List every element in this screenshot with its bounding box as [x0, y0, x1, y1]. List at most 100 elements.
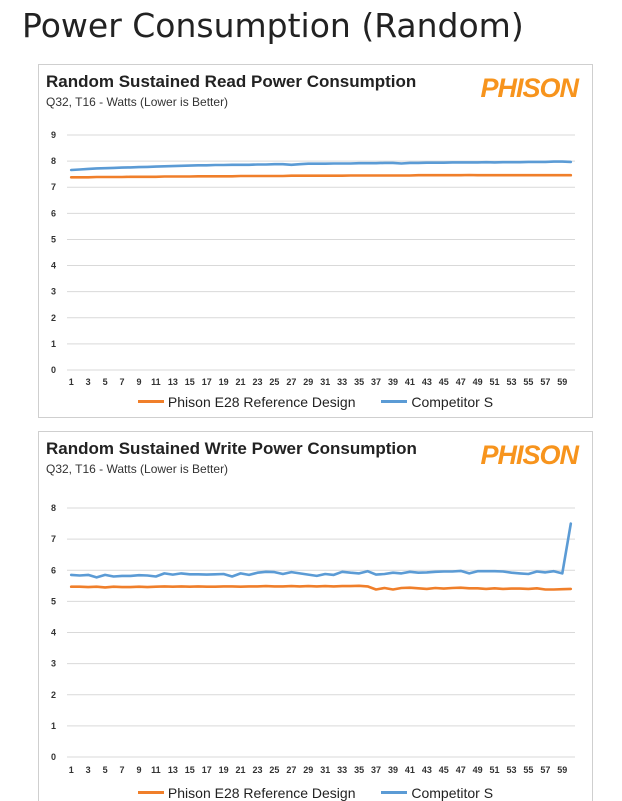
x-tick-label: 19 [219, 377, 229, 387]
y-tick-label: 5 [51, 234, 56, 244]
phison-e28-line [69, 173, 573, 179]
read-power-chart-panel: Random Sustained Read Power Consumption … [38, 64, 593, 418]
x-tick-label: 25 [269, 765, 279, 775]
x-tick-label: 55 [523, 765, 533, 775]
x-tick-label: 27 [286, 377, 296, 387]
x-tick-label: 59 [557, 765, 567, 775]
x-tick-label: 13 [168, 377, 178, 387]
y-tick-label: 3 [51, 287, 56, 297]
x-tick-label: 49 [473, 377, 483, 387]
y-tick-label: 8 [51, 156, 56, 166]
x-tick-label: 37 [371, 765, 381, 775]
x-tick-label: 25 [269, 377, 279, 387]
x-tick-label: 21 [236, 377, 246, 387]
chart-title: Random Sustained Write Power Consumption [46, 439, 417, 458]
legend-swatch-competitor [381, 400, 408, 403]
x-tick-label: 11 [151, 765, 161, 775]
x-tick-label: 23 [252, 765, 262, 775]
y-tick-label: 5 [51, 596, 56, 606]
x-tick-label: 41 [405, 765, 415, 775]
phison-e28-line [69, 584, 573, 591]
y-tick-label: 2 [51, 690, 56, 700]
x-tick-label: 53 [506, 377, 516, 387]
legend-label-phison: Phison E28 Reference Design [167, 784, 356, 801]
x-tick-label: 27 [286, 765, 296, 775]
chart-subtitle: Q32, T16 - Watts (Lower is Better) [46, 95, 229, 109]
x-tick-label: 13 [168, 765, 178, 775]
x-tick-label: 37 [371, 377, 381, 387]
y-tick-label: 6 [51, 565, 56, 575]
competitor-s-line [69, 160, 573, 172]
y-tick-label: 1 [51, 339, 56, 349]
x-tick-label: 17 [202, 377, 212, 387]
x-tick-label: 39 [388, 377, 398, 387]
x-tick-label: 1 [69, 765, 74, 775]
x-tick-label: 11 [151, 377, 161, 387]
x-tick-label: 9 [136, 765, 141, 775]
legend-swatch-phison [137, 400, 164, 403]
x-tick-label: 57 [540, 377, 550, 387]
y-tick-label: 2 [51, 313, 56, 323]
x-tick-label: 45 [439, 377, 449, 387]
x-tick-label: 23 [252, 377, 262, 387]
x-tick-label: 19 [219, 765, 229, 775]
x-tick-label: 31 [320, 765, 330, 775]
legend-label-competitor: Competitor S [411, 784, 494, 801]
x-tick-label: 55 [523, 377, 533, 387]
legend-label-competitor: Competitor S [411, 393, 494, 410]
x-tick-label: 33 [337, 377, 347, 387]
x-tick-label: 9 [136, 377, 141, 387]
x-tick-label: 43 [422, 765, 432, 775]
phison-logo: PHISON [480, 73, 579, 103]
phison-logo: PHISON [480, 440, 579, 470]
x-tick-label: 17 [202, 765, 212, 775]
y-tick-label: 4 [51, 628, 56, 638]
x-tick-label: 45 [439, 765, 449, 775]
chart-legend: Phison E28 Reference Design Competitor S [39, 390, 592, 410]
x-tick-label: 39 [388, 765, 398, 775]
y-tick-label: 4 [51, 261, 56, 271]
page-title: Power Consumption (Random) [22, 6, 524, 45]
legend-item-phison: Phison E28 Reference Design [137, 393, 356, 410]
x-tick-label: 5 [103, 377, 108, 387]
legend-item-competitor: Competitor S [381, 785, 493, 801]
chart-title: Random Sustained Read Power Consumption [46, 72, 417, 91]
x-tick-label: 29 [303, 765, 313, 775]
x-tick-label: 41 [405, 377, 415, 387]
x-tick-label: 7 [120, 377, 125, 387]
x-tick-label: 31 [320, 377, 330, 387]
y-tick-label: 9 [51, 130, 56, 140]
x-tick-label: 59 [557, 377, 567, 387]
competitor-s-line [69, 522, 573, 579]
y-tick-label: 7 [51, 534, 56, 544]
legend-swatch-phison [137, 791, 164, 794]
x-tick-label: 43 [422, 377, 432, 387]
legend-label-phison: Phison E28 Reference Design [167, 393, 356, 410]
x-tick-label: 47 [456, 765, 466, 775]
legend-swatch-competitor [381, 791, 408, 794]
write-power-chart-panel: Random Sustained Write Power Consumption… [38, 431, 593, 801]
x-tick-label: 35 [354, 765, 364, 775]
x-tick-label: 33 [337, 765, 347, 775]
x-tick-label: 1 [69, 377, 74, 387]
x-tick-label: 57 [540, 765, 550, 775]
x-tick-label: 51 [490, 377, 500, 387]
x-tick-label: 51 [490, 765, 500, 775]
x-tick-label: 3 [86, 377, 91, 387]
y-tick-label: 6 [51, 208, 56, 218]
x-tick-label: 5 [103, 765, 108, 775]
legend-item-competitor: Competitor S [381, 394, 493, 410]
x-tick-label: 21 [236, 765, 246, 775]
chart-subtitle: Q32, T16 - Watts (Lower is Better) [46, 462, 229, 476]
y-tick-label: 8 [51, 503, 56, 513]
x-tick-label: 15 [185, 765, 195, 775]
x-tick-label: 29 [303, 377, 313, 387]
x-tick-label: 35 [354, 377, 364, 387]
x-tick-label: 15 [185, 377, 195, 387]
y-tick-label: 0 [51, 365, 56, 375]
x-tick-label: 53 [506, 765, 516, 775]
y-tick-label: 3 [51, 659, 56, 669]
y-tick-label: 0 [51, 752, 56, 762]
y-tick-label: 1 [51, 721, 56, 731]
